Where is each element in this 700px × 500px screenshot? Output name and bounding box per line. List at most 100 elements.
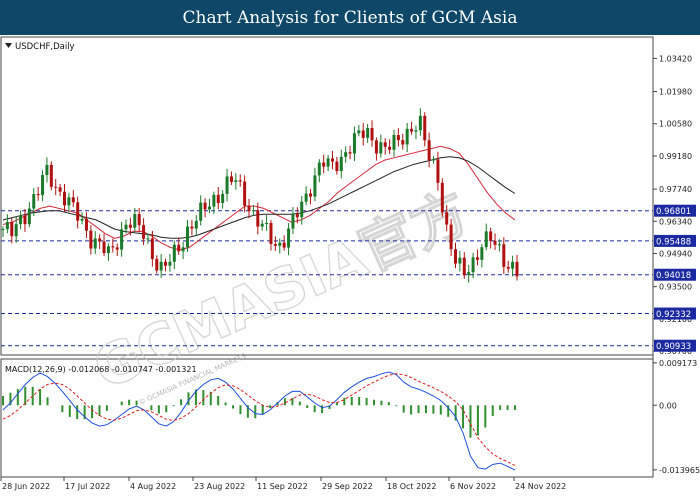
candle-body[interactable] [410, 128, 414, 132]
candle-body[interactable] [256, 210, 260, 227]
candle-body[interactable] [418, 115, 422, 131]
candle-body[interactable] [168, 261, 172, 266]
candle-body[interactable] [45, 164, 49, 176]
candle-body[interactable] [352, 133, 356, 154]
candle-body[interactable] [304, 193, 308, 202]
candle-body[interactable] [493, 240, 497, 245]
candle-body[interactable] [36, 194, 40, 196]
candle-body[interactable] [330, 158, 334, 162]
candle-body[interactable] [243, 181, 247, 206]
candle-body[interactable] [502, 244, 506, 267]
candle-body[interactable] [207, 206, 211, 210]
candle-body[interactable] [80, 218, 84, 221]
candle-body[interactable] [177, 244, 181, 252]
candle-body[interactable] [300, 201, 304, 218]
candle-body[interactable] [453, 249, 457, 264]
candle-body[interactable] [309, 193, 313, 197]
chart-area[interactable]: GCMASIA官方 © GCMASIA FINANCIAL MARKETS 1.… [0, 35, 700, 500]
candle-body[interactable] [396, 135, 400, 141]
candle-body[interactable] [335, 161, 339, 172]
candle-body[interactable] [273, 244, 277, 246]
candle-body[interactable] [423, 115, 427, 141]
candle-body[interactable] [515, 261, 519, 277]
candle-body[interactable] [120, 229, 124, 250]
candle-body[interactable] [203, 202, 207, 210]
candle-body[interactable] [186, 226, 190, 248]
candle-body[interactable] [313, 175, 317, 197]
candle-body[interactable] [115, 247, 119, 250]
candle-body[interactable] [291, 213, 295, 229]
candle-body[interactable] [32, 194, 36, 209]
candle-body[interactable] [497, 244, 501, 246]
candle-body[interactable] [76, 202, 80, 221]
candle-body[interactable] [326, 158, 330, 167]
candle-body[interactable] [511, 261, 515, 269]
candle-body[interactable] [181, 247, 185, 252]
candle-body[interactable] [247, 205, 251, 212]
candle-body[interactable] [14, 224, 18, 237]
candle-body[interactable] [383, 142, 387, 147]
candle-body[interactable] [102, 241, 106, 254]
candle-body[interactable] [348, 152, 352, 154]
candle-body[interactable] [172, 244, 176, 262]
candle-body[interactable] [5, 222, 9, 230]
candle-body[interactable] [137, 214, 141, 226]
candle-body[interactable] [54, 186, 58, 188]
candle-body[interactable] [471, 257, 475, 273]
candle-body[interactable] [458, 257, 462, 264]
candle-body[interactable] [71, 197, 75, 203]
candle-body[interactable] [388, 146, 392, 150]
candle-body[interactable] [260, 223, 264, 227]
candle-body[interactable] [370, 128, 374, 141]
symbol-dropdown-icon[interactable] [5, 43, 12, 48]
candle-body[interactable] [155, 258, 159, 271]
candle-body[interactable] [344, 152, 348, 157]
candle-body[interactable] [392, 135, 396, 150]
candle-body[interactable] [484, 231, 488, 248]
candle-body[interactable] [374, 140, 378, 154]
candle-body[interactable] [98, 238, 102, 242]
candle-body[interactable] [445, 212, 449, 225]
candle-body[interactable] [449, 224, 453, 250]
candle-body[interactable] [10, 222, 14, 237]
candle-body[interactable] [322, 162, 326, 167]
candle-body[interactable] [41, 175, 45, 196]
candle-body[interactable] [58, 187, 62, 192]
candle-body[interactable] [111, 246, 115, 248]
candle-body[interactable] [440, 182, 444, 213]
candle-body[interactable] [159, 261, 163, 271]
candle-body[interactable] [436, 159, 440, 183]
candle-body[interactable] [229, 176, 233, 182]
candle-body[interactable] [1, 229, 5, 231]
candle-body[interactable] [146, 238, 150, 240]
candle-body[interactable] [142, 225, 146, 239]
candle-body[interactable] [489, 231, 493, 241]
candle-body[interactable] [282, 242, 286, 248]
candle-body[interactable] [221, 193, 225, 204]
candle-body[interactable] [212, 194, 216, 207]
candle-body[interactable] [133, 214, 137, 228]
candle-body[interactable] [357, 130, 361, 134]
candle-body[interactable] [128, 224, 132, 228]
candle-body[interactable] [265, 222, 269, 224]
candle-body[interactable] [414, 130, 418, 132]
candle-body[interactable] [506, 266, 510, 269]
candle-body[interactable] [405, 128, 409, 145]
candle-body[interactable] [401, 140, 405, 145]
candle-body[interactable] [295, 213, 299, 218]
candle-body[interactable] [234, 180, 238, 182]
candle-body[interactable] [190, 226, 194, 229]
candle-body[interactable] [19, 215, 23, 225]
candle-body[interactable] [251, 210, 255, 212]
candle-body[interactable] [317, 162, 321, 176]
candle-body[interactable] [427, 140, 431, 161]
candle-body[interactable] [278, 242, 282, 246]
candle-body[interactable] [475, 257, 479, 260]
candle-body[interactable] [89, 230, 93, 249]
candle-body[interactable] [93, 238, 97, 249]
candle-body[interactable] [480, 247, 484, 260]
candle-body[interactable] [124, 224, 128, 230]
candle-body[interactable] [467, 272, 471, 276]
candle-body[interactable] [432, 159, 436, 161]
candle-body[interactable] [194, 220, 198, 229]
